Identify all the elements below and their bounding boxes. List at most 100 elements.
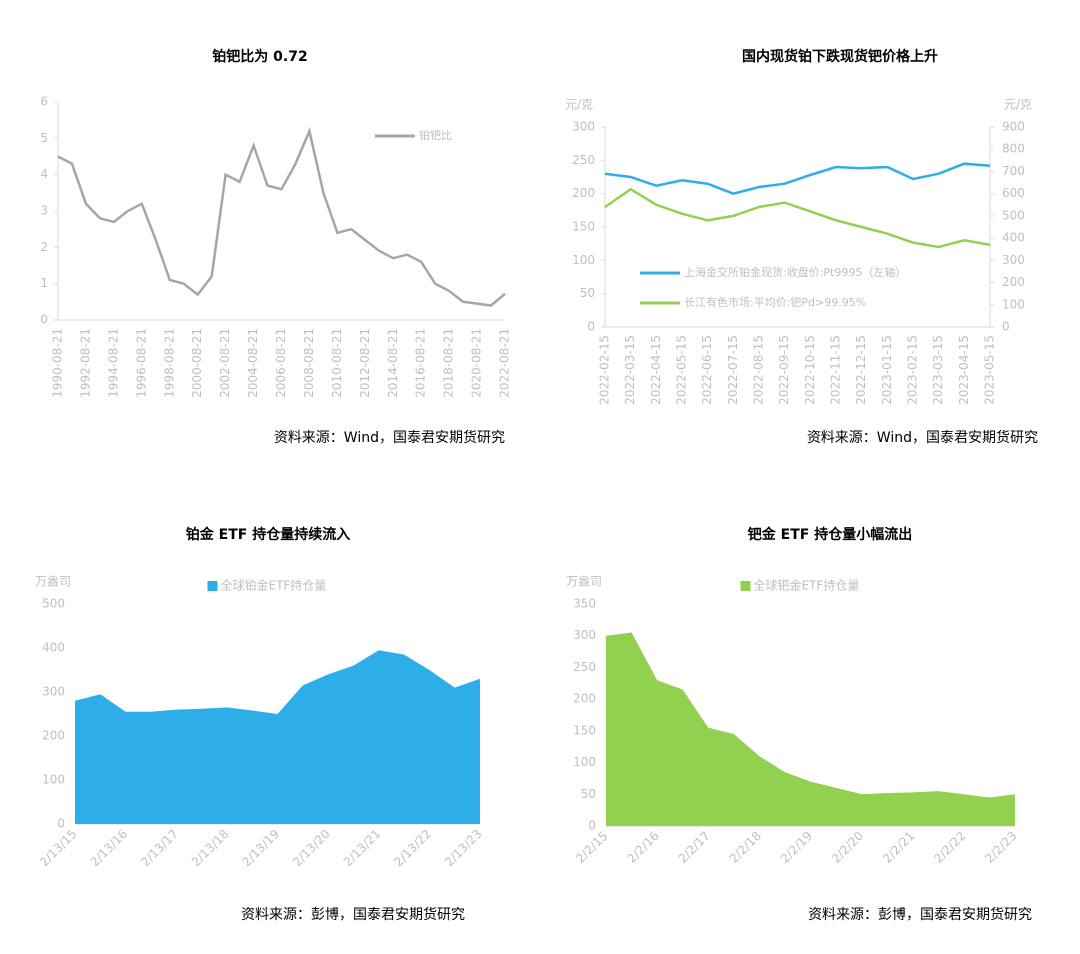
y2-axis-label: 元/克 xyxy=(1004,98,1032,112)
x-tick-label: 2/13/22 xyxy=(391,827,434,870)
y-tick-label: 0 xyxy=(587,320,595,334)
y2-tick-label: 500 xyxy=(1002,208,1025,222)
y-tick-label: 4 xyxy=(40,167,48,181)
x-tick-label: 2022-08-15 xyxy=(752,335,766,405)
y-tick-label: 200 xyxy=(572,186,595,200)
x-tick-label: 1998-08-21 xyxy=(162,328,176,398)
x-tick-label: 2/13/18 xyxy=(189,827,232,870)
y2-tick-label: 600 xyxy=(1002,186,1025,200)
y2-tick-label: 300 xyxy=(1002,253,1025,267)
x-tick-label: 2022-12-15 xyxy=(854,335,868,405)
y-tick-label: 150 xyxy=(573,723,596,737)
y-tick-label: 100 xyxy=(572,253,595,267)
y-tick-label: 2 xyxy=(40,240,48,254)
y-tick-label: 50 xyxy=(581,787,596,801)
area xyxy=(75,650,480,824)
area xyxy=(606,632,1015,826)
y-axis-label: 万盎司 xyxy=(35,575,71,589)
y2-tick-label: 0 xyxy=(1002,320,1010,334)
x-tick-label: 2/2/17 xyxy=(676,829,713,866)
y2-tick-label: 200 xyxy=(1002,275,1025,289)
y2-tick-label: 400 xyxy=(1002,231,1025,245)
x-tick-label: 2018-08-21 xyxy=(442,328,456,398)
x-tick-label: 2002-08-21 xyxy=(218,328,232,398)
y-tick-label: 6 xyxy=(40,95,48,109)
y-tick-label: 0 xyxy=(588,819,596,833)
x-tick-label: 2/2/20 xyxy=(829,829,866,866)
y-tick-label: 250 xyxy=(572,153,595,167)
x-tick-label: 1994-08-21 xyxy=(106,328,120,398)
x-tick-label: 1990-08-21 xyxy=(51,328,65,398)
x-tick-label: 1996-08-21 xyxy=(134,328,148,398)
y-tick-label: 1 xyxy=(40,276,48,290)
x-tick-label: 2014-08-21 xyxy=(386,328,400,398)
legend-label: 长江有色市场:平均价:钯Pd>99.95% xyxy=(684,295,866,309)
x-tick-label: 2/2/16 xyxy=(625,829,662,866)
y-tick-label: 100 xyxy=(573,755,596,769)
line xyxy=(604,162,991,196)
y2-tick-label: 900 xyxy=(1002,120,1025,134)
y-axis-label: 元/克 xyxy=(565,98,593,112)
line xyxy=(57,127,506,307)
y2-tick-label: 700 xyxy=(1002,164,1025,178)
y-tick-label: 3 xyxy=(40,204,48,218)
y-tick-label: 250 xyxy=(573,660,596,674)
y-tick-label: 300 xyxy=(573,628,596,642)
x-tick-label: 2/2/15 xyxy=(573,829,610,866)
x-tick-label: 2023-03-15 xyxy=(931,335,945,405)
source-note: 资料来源：彭博，国泰君安期货研究 xyxy=(241,906,465,923)
x-tick-label: 2010-08-21 xyxy=(330,328,344,398)
source-note: 资料来源：Wind，国泰君安期货研究 xyxy=(807,429,1038,446)
y-tick-label: 0 xyxy=(40,313,48,327)
y-tick-label: 5 xyxy=(40,131,48,145)
legend-swatch xyxy=(207,581,218,591)
x-tick-label: 2004-08-21 xyxy=(246,328,260,398)
x-tick-label: 2/13/17 xyxy=(138,827,181,870)
x-tick-label: 2023-01-15 xyxy=(880,335,894,405)
legend-label: 全球铂金ETF持仓量 xyxy=(221,578,327,593)
y2-tick-label: 800 xyxy=(1002,142,1025,156)
x-tick-label: 2023-05-15 xyxy=(983,335,997,405)
x-tick-label: 2012-08-21 xyxy=(358,328,372,398)
chart-title: 国内现货铂下跌现货钯价格上升 xyxy=(742,48,938,65)
x-tick-label: 2020-08-21 xyxy=(470,328,484,398)
source-note: 资料来源：彭博，国泰君安期货研究 xyxy=(808,906,1032,923)
x-tick-label: 2022-04-15 xyxy=(649,335,663,405)
x-tick-label: 2000-08-21 xyxy=(190,328,204,398)
x-tick-label: 2/13/20 xyxy=(290,827,333,870)
x-tick-label: 2023-04-15 xyxy=(957,335,971,405)
x-tick-label: 2/13/21 xyxy=(341,827,384,870)
x-tick-label: 2006-08-21 xyxy=(274,328,288,398)
x-tick-label: 2/2/23 xyxy=(982,829,1019,866)
source-note: 资料来源：Wind，国泰君安期货研究 xyxy=(274,429,505,446)
x-tick-label: 2022-02-15 xyxy=(598,335,612,405)
x-tick-label: 2022-11-15 xyxy=(829,335,843,405)
y2-tick-label: 100 xyxy=(1002,297,1025,311)
y-tick-label: 150 xyxy=(572,220,595,234)
y-tick-label: 0 xyxy=(57,817,65,831)
x-tick-label: 2/13/16 xyxy=(88,827,131,870)
legend-swatch xyxy=(740,581,751,591)
x-tick-label: 2022-10-15 xyxy=(803,335,817,405)
chart-title: 钯金 ETF 持仓量小幅流出 xyxy=(747,526,912,543)
x-tick-label: 2016-08-21 xyxy=(414,328,428,398)
y-tick-label: 400 xyxy=(42,641,65,655)
legend-label: 上海金交所铂金现货:收盘价:Pt9995（左轴） xyxy=(684,265,906,279)
y-axis-label: 万盎司 xyxy=(566,575,602,589)
y-tick-label: 50 xyxy=(580,286,595,300)
x-tick-label: 2/13/15 xyxy=(37,827,80,870)
x-tick-label: 2022-07-15 xyxy=(726,335,740,405)
x-tick-label: 2023-02-15 xyxy=(906,335,920,405)
x-tick-label: 2008-08-21 xyxy=(302,328,316,398)
y-tick-label: 300 xyxy=(572,120,595,134)
x-tick-label: 2/2/21 xyxy=(880,829,917,866)
chart-title: 铂钯比为 0.72 xyxy=(212,48,307,65)
y-tick-label: 350 xyxy=(573,597,596,611)
x-tick-label: 2/2/19 xyxy=(778,829,815,866)
x-tick-label: 2/2/18 xyxy=(727,829,764,866)
x-tick-label: 2/13/19 xyxy=(239,827,282,870)
x-tick-label: 2/13/23 xyxy=(442,827,485,870)
chart-title: 铂金 ETF 持仓量持续流入 xyxy=(186,526,350,543)
y-tick-label: 300 xyxy=(42,685,65,699)
x-tick-label: 1992-08-21 xyxy=(78,328,92,398)
